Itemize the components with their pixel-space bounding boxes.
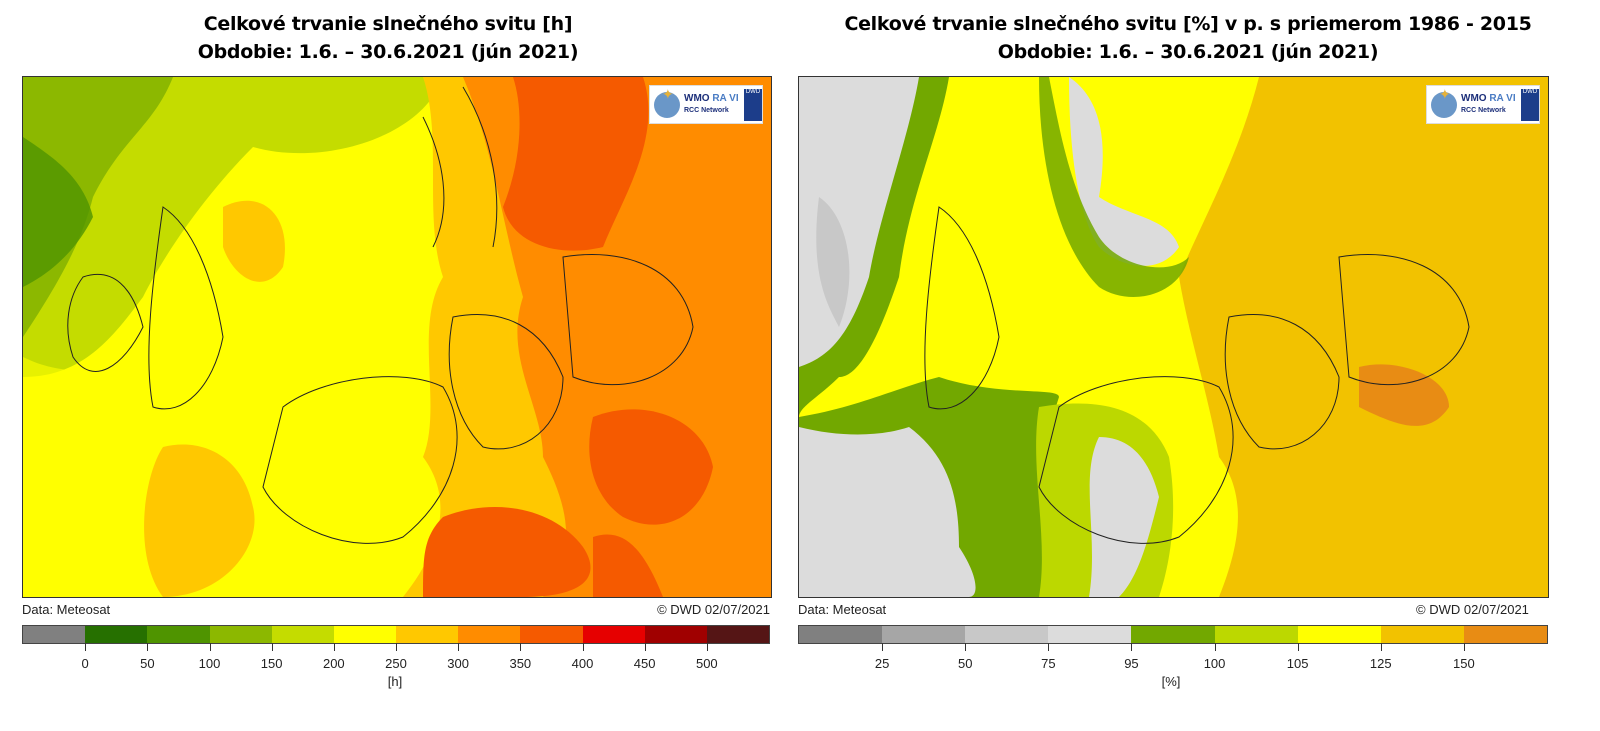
legend-tick-label: 105 [1286, 656, 1309, 671]
legend-tick [965, 643, 967, 651]
logo-ravi: RA VI [712, 93, 739, 104]
legend-swatch [582, 626, 645, 643]
legend-swatch [147, 626, 210, 643]
color-legend-hours [22, 625, 770, 644]
legend-swatch [965, 626, 1049, 643]
wmo-rcc-logo: ✦ WMO RA VI RCC Network DWD [649, 85, 763, 124]
legend-swatch [1048, 626, 1132, 643]
legend-tick [85, 643, 87, 651]
legend-tick-label: 250 [385, 656, 407, 671]
title-line1: Celkové trvanie slnečného svitu [%] v p.… [844, 13, 1532, 35]
logo-network: RCC Network [1461, 107, 1506, 114]
data-source: Data: Meteosat [798, 602, 887, 617]
legend-tick [706, 643, 708, 651]
title-line2: Obdobie: 1.6. – 30.6.2021 (jún 2021) [997, 41, 1379, 63]
legend-swatch [1297, 626, 1381, 643]
legend-tick [1048, 643, 1050, 651]
wmo-globe-icon: ✦ [654, 86, 680, 118]
legend-tick-label: 150 [260, 656, 283, 671]
legend-tick [396, 643, 397, 651]
title-line2: Obdobie: 1.6. – 30.6.2021 (jún 2021) [197, 41, 579, 63]
legend-tick-label: 95 [1124, 656, 1139, 671]
legend-swatch [882, 626, 966, 643]
legend-tick [271, 643, 273, 651]
logo-ravi: RA VI [1489, 93, 1516, 104]
copyright: © DWD 02/07/2021 [657, 602, 770, 617]
sunshine-percent-map: ✦ WMO RA VI RCC Network DWD [798, 76, 1549, 598]
legend-tick-label: 50 [957, 656, 973, 671]
legend-swatch [1463, 626, 1547, 643]
right-panel-percent: Celkové trvanie slnečného svitu [%] v p.… [776, 0, 1600, 731]
legend-tick [1297, 643, 1299, 651]
logo-text: WMO RA VI RCC Network [1461, 93, 1516, 116]
legend-swatch [1380, 626, 1464, 643]
logo-wmo: WMO [684, 93, 710, 104]
logo-text: WMO RA VI RCC Network [684, 93, 739, 116]
legend-tick-label: 0 [81, 656, 89, 671]
legend-swatch [209, 626, 272, 643]
legend-tick-label: 100 [1203, 656, 1226, 671]
legend-unit: [%] [1161, 674, 1181, 689]
legend-tick-label: 75 [1041, 656, 1056, 671]
legend-tick [520, 643, 522, 651]
wmo-globe-icon: ✦ [1431, 86, 1457, 118]
legend-tick [333, 643, 335, 651]
left-title: Celkové trvanie slnečného svitu [h] Obdo… [0, 10, 776, 66]
legend-tick [1463, 643, 1465, 651]
legend-tick-label: 400 [571, 656, 594, 671]
legend-tick-label: 100 [198, 656, 221, 671]
legend-tick-label: 50 [140, 656, 155, 671]
dwd-logo: DWD [1521, 88, 1539, 121]
legend-unit: [h] [387, 674, 403, 689]
legend-tick-label: 200 [322, 656, 345, 671]
legend-tick [458, 643, 460, 651]
legend-tick-label: 300 [447, 656, 470, 671]
legend-tick-label: 125 [1369, 656, 1392, 671]
legend-swatch [85, 626, 148, 643]
legend-tick [882, 643, 884, 651]
legend-swatch [520, 626, 583, 643]
legend-swatch [396, 626, 459, 643]
legend-swatch [706, 626, 770, 643]
legend-tick-label: 25 [874, 656, 890, 671]
legend-swatch [799, 626, 883, 643]
legend-swatch [458, 626, 521, 643]
legend-tick [582, 643, 584, 651]
dwd-logo: DWD [744, 88, 762, 121]
title-line1: Celkové trvanie slnečného svitu [h] [203, 13, 573, 35]
color-legend-percent [798, 625, 1548, 644]
legend-tick [1131, 643, 1133, 651]
legend-tick-label: 150 [1453, 656, 1475, 671]
sunshine-hours-map: ✦ WMO RA VI RCC Network DWD [22, 76, 772, 598]
legend-swatch [271, 626, 334, 643]
legend-tick [209, 643, 211, 651]
logo-wmo: WMO [1461, 93, 1487, 104]
legend-tick [1214, 643, 1216, 651]
copyright: © DWD 02/07/2021 [1416, 602, 1529, 617]
left-panel-hours: Celkové trvanie slnečného svitu [h] Obdo… [0, 0, 776, 731]
right-title: Celkové trvanie slnečného svitu [%] v p.… [776, 10, 1600, 66]
legend-swatch [1214, 626, 1298, 643]
legend-tick-label: 350 [509, 656, 532, 671]
legend-tick [147, 643, 149, 651]
legend-swatch [333, 626, 397, 643]
legend-swatch [1131, 626, 1215, 643]
legend-tick [1380, 643, 1382, 651]
legend-tick [644, 643, 646, 651]
legend-tick-label: 450 [633, 656, 656, 671]
data-source: Data: Meteosat [22, 602, 111, 617]
logo-network: RCC Network [684, 107, 729, 114]
wmo-rcc-logo: ✦ WMO RA VI RCC Network DWD [1426, 85, 1540, 124]
legend-swatch [23, 626, 86, 643]
legend-swatch [644, 626, 707, 643]
legend-tick-label: 500 [695, 656, 718, 671]
